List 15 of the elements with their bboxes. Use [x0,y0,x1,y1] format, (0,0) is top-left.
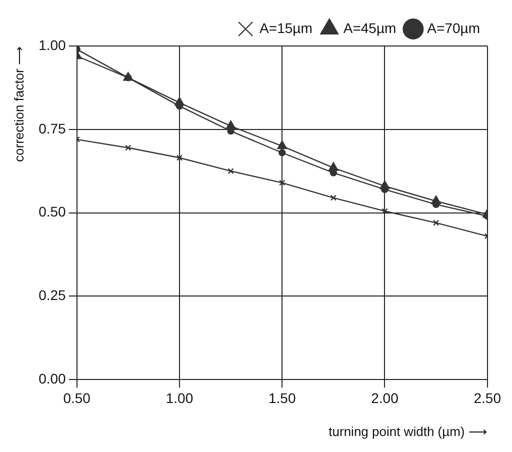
y-tick-label: 0.50 [38,204,66,220]
y-tick-label: 0.75 [38,120,66,136]
legend-label: A=45µm [343,20,396,36]
x-tick-label: 2.00 [371,390,399,406]
y-tick-label: 0.25 [38,287,66,304]
legend-label: A=15µm [260,20,312,36]
y-tick-label: 0.00 [38,370,66,386]
x-axis-title: turning point width (µm) ⟶ [328,424,488,439]
y-tick-label: 1.00 [38,36,66,53]
x-tick-label: 1.00 [166,390,194,406]
legend-label: A=70µm [427,20,480,36]
x-tick-label: 1.50 [268,390,296,406]
x-tick-label: 0.50 [63,390,91,406]
y-axis-title: correction factor ⟶ [11,46,26,162]
x-tick-label: 2.50 [474,390,502,406]
